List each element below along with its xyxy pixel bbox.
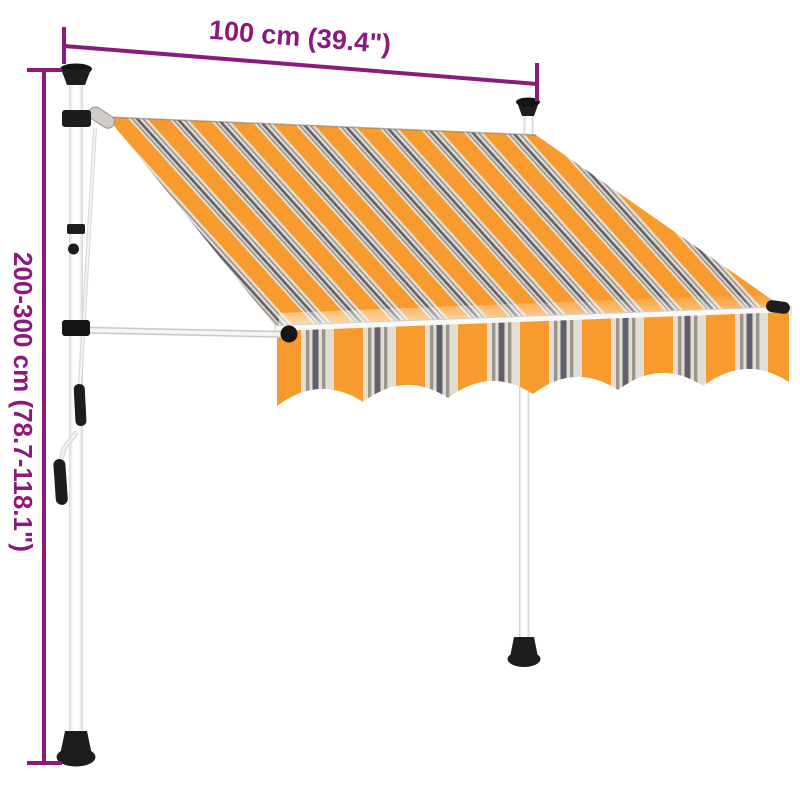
height-dimension-label: 200-300 cm (78.7-118.1") [8,252,38,552]
front-bar-end-cap [766,300,790,314]
pole-knob [68,243,79,255]
awning-valance [277,312,789,406]
width-dimension-line [63,44,538,86]
support-arm [62,320,298,343]
dimension-lines [27,27,539,765]
roller-bracket [62,106,116,129]
awning-canopy [106,116,788,331]
crank-rod [73,127,97,426]
pole-collar [67,224,85,234]
crank-handle [53,430,79,505]
left-pole [56,63,96,767]
